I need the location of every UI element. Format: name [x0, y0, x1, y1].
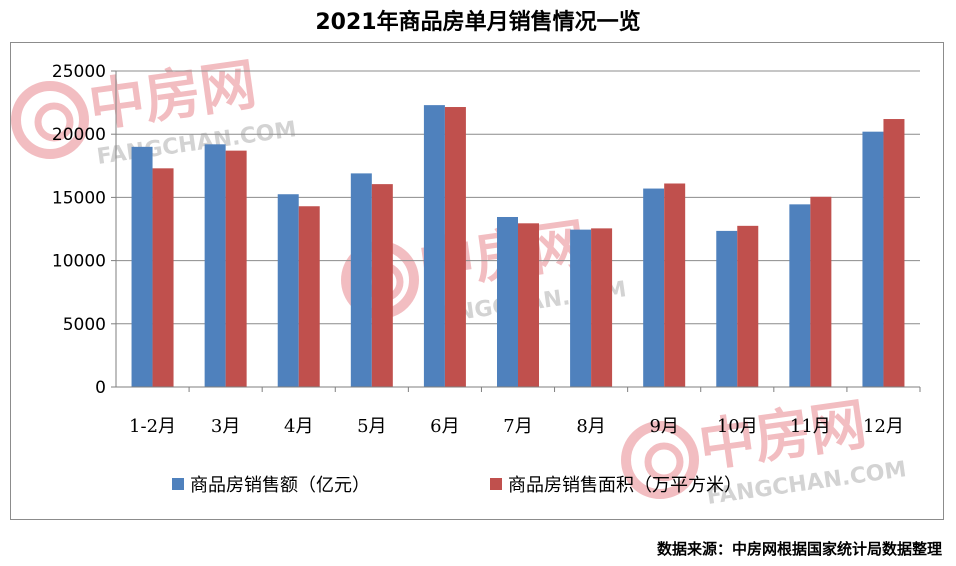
bar — [497, 216, 518, 387]
bar — [423, 105, 445, 388]
x-tick-label: 9月 — [649, 416, 678, 437]
axes: 0 5000 10000 15000 20000 25000 1-2月 3月 4月 5月 6月 7月 8… — [52, 62, 921, 437]
legend-label: 商品房销售面积（万平方米） — [508, 475, 742, 496]
x-tick-label: 5月 — [357, 416, 386, 437]
bar — [591, 228, 613, 387]
bar — [518, 223, 539, 387]
x-tick-label: 4月 — [284, 416, 313, 437]
bar — [298, 206, 320, 387]
chart-frame — [10, 42, 944, 520]
bar — [131, 146, 153, 387]
bar — [444, 107, 466, 388]
x-tick-label: 6月 — [430, 416, 459, 437]
legend-swatch — [172, 478, 184, 490]
watermark-inner-icon — [644, 442, 684, 482]
bar — [570, 229, 592, 387]
y-tick-label: 0 — [95, 378, 106, 398]
watermark-ring-icon — [11, 81, 89, 159]
x-tick-label: 3月 — [211, 416, 240, 437]
legend-swatch — [490, 478, 502, 490]
bar — [664, 183, 686, 387]
x-tick-label: 11月 — [790, 416, 831, 437]
data-source-note: 数据来源：中房网根据国家统计局数据整理 — [656, 540, 942, 558]
bar — [350, 173, 372, 387]
bar — [789, 204, 811, 387]
x-tick-label: 7月 — [503, 416, 532, 437]
bars — [131, 105, 905, 388]
bar — [204, 144, 226, 387]
bar — [371, 184, 393, 387]
bar — [737, 225, 759, 387]
bar — [716, 230, 738, 387]
bar — [225, 150, 247, 387]
watermark-ring-icon — [621, 421, 699, 499]
x-tick-label: 10月 — [717, 416, 758, 437]
legend: 商品房销售额（亿元） 商品房销售面积（万平方米） — [172, 475, 742, 496]
legend-label: 商品房销售额（亿元） — [190, 475, 370, 496]
x-tick-label: 8月 — [576, 416, 605, 437]
watermark-inner-icon — [34, 102, 74, 142]
bar — [883, 119, 905, 388]
bar — [862, 131, 884, 387]
y-tick-label: 5000 — [63, 315, 106, 335]
bar — [810, 196, 832, 387]
bar — [152, 168, 174, 387]
y-tick-label: 10000 — [52, 252, 106, 272]
x-tick-label: 12月 — [863, 416, 904, 437]
y-tick-label: 25000 — [52, 62, 106, 82]
bar — [277, 194, 299, 387]
y-tick-label: 15000 — [52, 188, 106, 208]
x-tick-label: 1-2月 — [129, 416, 176, 437]
y-tick-label: 20000 — [52, 125, 106, 145]
chart-title: 2021年商品房单月销售情况一览 — [315, 10, 641, 35]
bar — [643, 188, 665, 387]
